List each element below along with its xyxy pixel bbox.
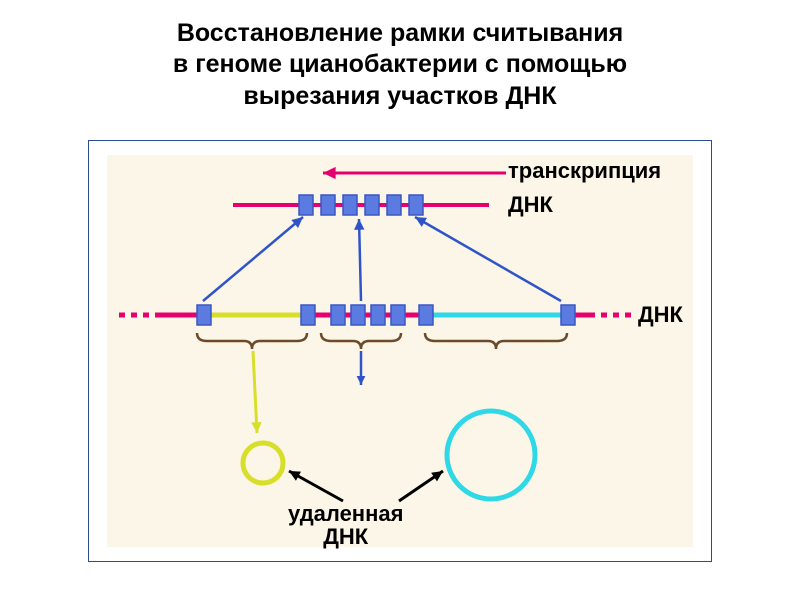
deleted-dna-line2: ДНК: [288, 525, 403, 548]
deleted-dna-label: удаленная ДНК: [288, 502, 403, 548]
deleted-dna-line1: удаленная: [288, 502, 403, 525]
transcription-label: транскрипция: [508, 158, 661, 184]
diagram-frame: [88, 140, 712, 562]
dna-label-bottom: ДНК: [638, 302, 683, 328]
dna-label-top: ДНК: [508, 192, 553, 218]
